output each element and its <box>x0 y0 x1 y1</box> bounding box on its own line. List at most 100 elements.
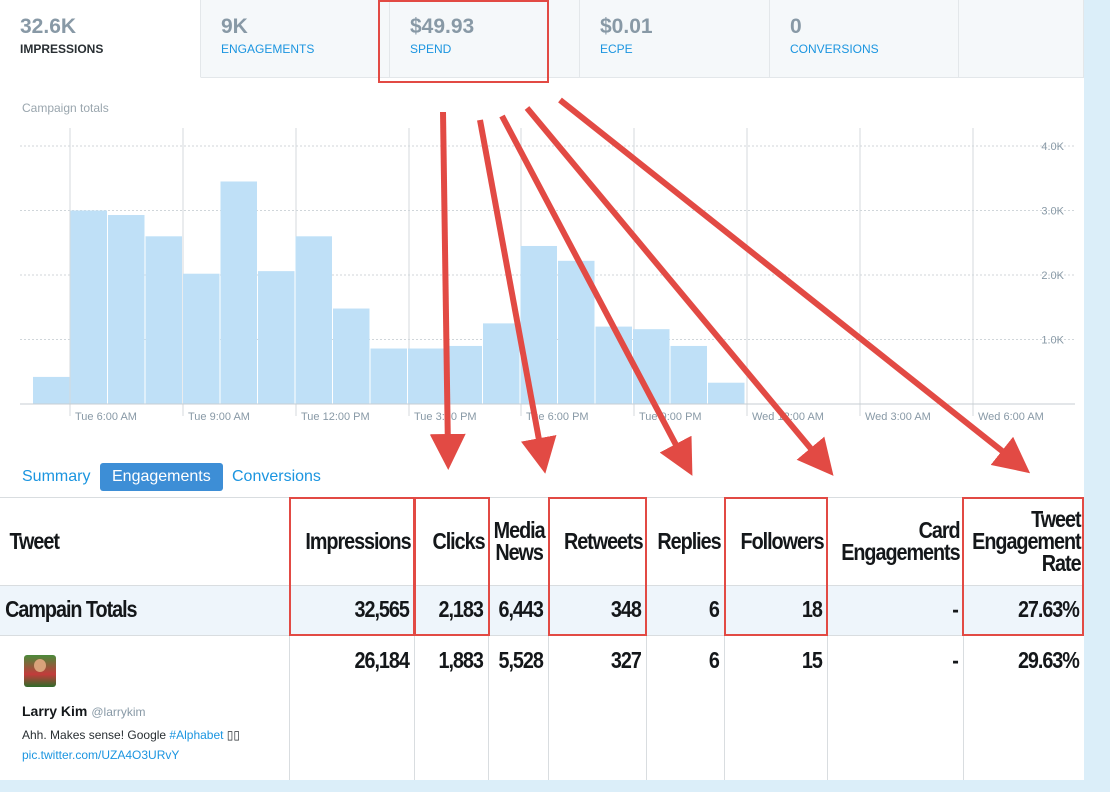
bar <box>108 215 145 404</box>
tweet-author[interactable]: Larry Kim @larrykim <box>22 703 146 719</box>
totals-cell: 27.63% <box>1017 596 1080 622</box>
x-tick-label: Tue 6:00 AM <box>75 411 137 423</box>
engagements-label: ENGAGEMENTS <box>221 42 315 56</box>
totals-divider <box>0 635 1084 636</box>
tweet-row-cell: 15 <box>801 647 823 673</box>
header-retweets[interactable]: Retweets <box>563 528 644 554</box>
author-handle: @larrykim <box>91 705 146 719</box>
campaign-totals-label: Campaign totals <box>22 101 109 115</box>
ecpe-value: $0.01 <box>600 15 653 38</box>
tab-empty <box>959 0 1084 78</box>
bar <box>595 326 632 404</box>
campaign-chart: 4.0K 3.0K 2.0K 1.0K Tue 6:00 AM Tue 9:00 AM Tu… <box>20 128 1075 423</box>
conversions-label: CONVERSIONS <box>790 42 879 56</box>
impressions-label: IMPRESSIONS <box>20 42 104 56</box>
column-divider <box>488 585 489 780</box>
totals-label: Campain Totals <box>5 596 137 622</box>
header-replies[interactable]: Replies <box>657 528 721 554</box>
column-divider <box>827 585 828 780</box>
tweet-row-cell: 5,528 <box>498 647 543 673</box>
tab-spend[interactable]: $49.93 SPEND <box>390 0 580 78</box>
engagement-table: Tweet Impressions Clicks Media News Retw… <box>0 497 1084 780</box>
tweet-row-cell: 1,883 <box>438 647 483 673</box>
header-impressions[interactable]: Impressions <box>305 528 411 554</box>
tab-engagements-table[interactable]: Engagements <box>100 463 223 491</box>
totals-cell: 18 <box>801 596 823 622</box>
bar <box>295 236 332 404</box>
tweet-body: Ahh. Makes sense! Google <box>22 728 170 742</box>
x-tick-label: Tue 3:00 PM <box>414 411 477 423</box>
bar <box>370 348 407 404</box>
header-tweet-engagement-rate[interactable]: Tweet Engagement Rate <box>972 506 1081 576</box>
column-divider <box>646 585 647 780</box>
ecpe-label: ECPE <box>600 42 633 56</box>
x-tick-label: Wed 12:00 AM <box>752 411 824 423</box>
impressions-value: 32.6K <box>20 15 77 38</box>
tweet-row-cell: 327 <box>610 647 642 673</box>
y-tick-label: 2.0K <box>1041 270 1064 282</box>
tweet-row-cell: 6 <box>708 647 720 673</box>
tweet-row-cell: 26,184 <box>354 647 410 673</box>
totals-cell: 6 <box>708 596 720 622</box>
totals-row-background <box>0 585 1084 635</box>
totals-cell: 348 <box>610 596 642 622</box>
header-media-news[interactable]: Media News <box>493 517 546 565</box>
x-tick-label: Tue 9:00 AM <box>188 411 250 423</box>
totals-cell: - <box>952 596 959 622</box>
bar <box>70 210 107 404</box>
tab-conversions[interactable]: 0 CONVERSIONS <box>770 0 959 78</box>
table-top-border <box>0 497 1084 498</box>
author-name: Larry Kim <box>22 703 88 719</box>
x-tick-label: Tue 6:00 PM <box>526 411 589 423</box>
column-divider <box>963 585 964 780</box>
y-tick-label: 3.0K <box>1041 206 1064 218</box>
column-divider <box>724 585 725 780</box>
spend-value: $49.93 <box>410 15 475 38</box>
tweet-text: Ahh. Makes sense! Google #Alphabet ▯▯ <box>22 728 240 742</box>
bar <box>33 376 70 404</box>
x-tick-label: Wed 3:00 AM <box>865 411 931 423</box>
tweet-row-cell: 29.63% <box>1017 647 1080 673</box>
tab-impressions[interactable]: 32.6K IMPRESSIONS <box>0 0 201 78</box>
tab-engagements[interactable]: 9K ENGAGEMENTS <box>201 0 390 78</box>
bar <box>633 329 670 404</box>
x-tick-label: Tue 12:00 PM <box>301 411 370 423</box>
avatar[interactable] <box>24 655 56 687</box>
tab-conversions-table[interactable]: Conversions <box>232 468 321 485</box>
header-tweet: Tweet <box>9 528 59 554</box>
bar <box>258 271 295 404</box>
bar <box>183 273 220 404</box>
y-tick-label: 4.0K <box>1041 141 1064 153</box>
analytics-panel: 32.6K IMPRESSIONS 9K ENGAGEMENTS $49.93 … <box>0 0 1084 780</box>
bar <box>145 236 182 404</box>
y-tick-label: 1.0K <box>1041 335 1064 347</box>
totals-cell: 2,183 <box>438 596 483 622</box>
totals-cell: 32,565 <box>354 596 410 622</box>
tweet-hashtag[interactable]: #Alphabet <box>169 728 224 742</box>
bar <box>520 245 557 404</box>
bar <box>333 308 370 404</box>
header-card-engagements[interactable]: Card Engagements <box>841 517 960 565</box>
conversions-value: 0 <box>790 15 802 38</box>
bar <box>708 382 745 404</box>
x-tick-label: Wed 6:00 AM <box>978 411 1044 423</box>
spend-label: SPEND <box>410 42 452 56</box>
header-divider <box>0 585 1084 586</box>
column-divider <box>548 585 549 780</box>
bar <box>670 345 707 404</box>
tweet-link[interactable]: pic.twitter.com/UZA4O3URvY <box>22 748 180 762</box>
bar <box>408 348 445 404</box>
column-divider <box>289 585 290 780</box>
bar <box>483 323 520 404</box>
bar <box>220 181 257 404</box>
header-clicks[interactable]: Clicks <box>432 528 485 554</box>
tweet-emoji: ▯▯ <box>223 728 241 742</box>
totals-cell: 6,443 <box>498 596 543 622</box>
tweet-row-cell: - <box>952 647 959 673</box>
bar <box>445 345 482 404</box>
engagements-value: 9K <box>221 15 248 38</box>
tab-summary[interactable]: Summary <box>22 468 91 485</box>
header-followers[interactable]: Followers <box>740 528 825 554</box>
x-tick-label: Tue 9:00 PM <box>639 411 702 423</box>
tab-ecpe[interactable]: $0.01 ECPE <box>580 0 770 78</box>
